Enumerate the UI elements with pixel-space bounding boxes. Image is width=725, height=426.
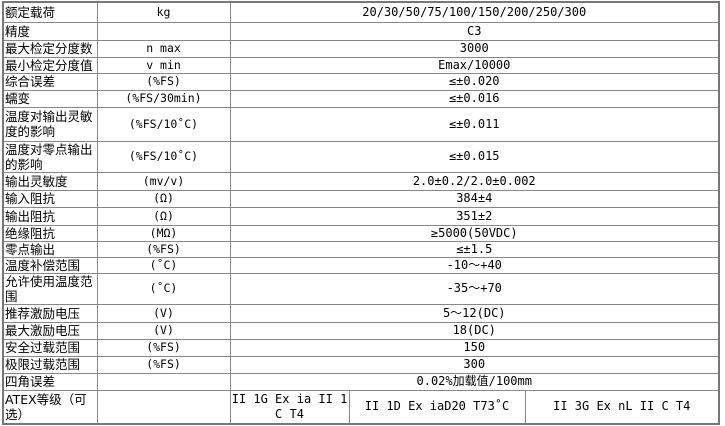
- spec-row: 最大检定分度数 n max 3000: [2, 39, 720, 58]
- spec-name: 推荐激励电压: [2, 303, 98, 323]
- spec-value: 18(DC): [229, 321, 720, 340]
- spec-unit: (Ω): [96, 189, 231, 208]
- spec-value: 3000: [229, 39, 720, 58]
- spec-row: 零点输出 (%FS) ≤±1.5: [2, 240, 720, 258]
- spec-row: 推荐激励电压 (V) 5～12(DC): [2, 303, 720, 323]
- spec-row: 输入阻抗 (Ω) 384±4: [2, 189, 720, 208]
- spec-name: 最大激励电压: [2, 321, 98, 340]
- spec-name: 零点输出: [2, 240, 98, 258]
- spec-unit: (Ω): [96, 206, 231, 226]
- spec-row: 极限过载范围 (%FS) 300: [2, 355, 720, 374]
- spec-row: 最小检定分度值 v min Emax/10000: [2, 56, 720, 74]
- spec-row: 温度补偿范围 (˚C) -10～+40: [2, 256, 720, 274]
- spec-value: 351±2: [229, 206, 720, 226]
- spec-row: 输出阻抗 (Ω) 351±2: [2, 206, 720, 226]
- spec-name: 安全过载范围: [2, 338, 98, 357]
- spec-name: 蠕变: [2, 89, 98, 108]
- spec-name: 最小检定分度值: [2, 56, 98, 74]
- spec-value: ≤±0.011: [229, 106, 720, 142]
- spec-value: 20/30/50/75/100/150/200/250/300: [229, 1, 720, 23]
- spec-name: ATEX等级（可选）: [2, 389, 98, 425]
- spec-value: 384±4: [229, 189, 720, 208]
- spec-value: 2.0±0.2/2.0±0.002: [229, 171, 720, 191]
- spec-value: C3: [229, 21, 720, 41]
- spec-value: ≤±0.020: [229, 72, 720, 91]
- spec-name: 综合误差: [2, 72, 98, 91]
- spec-unit: (%FS/30min): [96, 89, 231, 108]
- spec-value: Emax/10000: [229, 56, 720, 74]
- spec-name: 绝缘阻抗: [2, 224, 98, 242]
- spec-unit: (MΩ): [96, 224, 231, 242]
- spec-unit: (%FS): [96, 240, 231, 258]
- spec-unit: (˚C): [96, 256, 231, 274]
- spec-name: 温度补偿范围: [2, 256, 98, 274]
- spec-row: 额定载荷 kg 20/30/50/75/100/150/200/250/300: [2, 1, 720, 23]
- atex-option: II 1G Ex ia II 1 C T4: [229, 389, 350, 425]
- spec-unit: n max: [96, 39, 231, 58]
- spec-row: 温度对输出灵敏度的影响 (%FS/10˚C) ≤±0.011: [2, 106, 720, 142]
- spec-unit: (%FS): [96, 355, 231, 374]
- atex-row: ATEX等级（可选） II 1G Ex ia II 1 C T4 II 1D Ex …: [2, 389, 720, 425]
- spec-unit: (%FS): [96, 72, 231, 91]
- spec-unit: (%FS/10˚C): [96, 140, 231, 173]
- spec-value: ≤±0.016: [229, 89, 720, 108]
- spec-row: 综合误差 (%FS) ≤±0.020: [2, 72, 720, 91]
- spec-unit: kg: [96, 1, 231, 23]
- spec-unit: (V): [96, 303, 231, 323]
- spec-name: 四角误差: [2, 372, 98, 391]
- spec-unit: v min: [96, 56, 231, 74]
- spec-value: ≥5000(50VDC): [229, 224, 720, 242]
- spec-unit: (%FS): [96, 338, 231, 357]
- spec-row: 蠕变 (%FS/30min) ≤±0.016: [2, 89, 720, 108]
- spec-name: 允许使用温度范围: [2, 272, 98, 305]
- spec-value: -35～+70: [229, 272, 720, 305]
- spec-unit: (%FS/10˚C): [96, 106, 231, 142]
- spec-name: 极限过载范围: [2, 355, 98, 374]
- spec-unit: [96, 372, 231, 391]
- spec-row: 输出灵敏度 (mv/v) 2.0±0.2/2.0±0.002: [2, 171, 720, 191]
- spec-name: 输入阻抗: [2, 189, 98, 208]
- spec-name: 输出灵敏度: [2, 171, 98, 191]
- spec-value: ≤±1.5: [229, 240, 720, 258]
- spec-name: 精度: [2, 21, 98, 41]
- spec-name: 最大检定分度数: [2, 39, 98, 58]
- spec-row: 允许使用温度范围 (˚C) -35～+70: [2, 272, 720, 305]
- spec-row: 温度对零点输出的影响 (%FS/10˚C) ≤±0.015: [2, 140, 720, 173]
- spec-row: 绝缘阻抗 (MΩ) ≥5000(50VDC): [2, 224, 720, 242]
- spec-row: 精度 C3: [2, 21, 720, 41]
- spec-value: 5～12(DC): [229, 303, 720, 323]
- spec-unit: (V): [96, 321, 231, 340]
- atex-option: II 3G Ex nL II C T4: [524, 389, 720, 425]
- spec-name: 输出阻抗: [2, 206, 98, 226]
- spec-row: 安全过载范围 (%FS) 150: [2, 338, 720, 357]
- spec-value: -10～+40: [229, 256, 720, 274]
- spec-unit: [96, 21, 231, 41]
- spec-name: 温度对零点输出的影响: [2, 140, 98, 173]
- spec-value: ≤±0.015: [229, 140, 720, 173]
- spec-name: 额定载荷: [2, 1, 98, 23]
- spec-unit: (˚C): [96, 272, 231, 305]
- spec-value: 300: [229, 355, 720, 374]
- atex-option: II 1D Ex iaD20 T73˚C: [348, 389, 526, 425]
- spec-name: 温度对输出灵敏度的影响: [2, 106, 98, 142]
- spec-value: 150: [229, 338, 720, 357]
- spec-unit: (mv/v): [96, 171, 231, 191]
- spec-unit: [96, 389, 231, 425]
- spec-value: 0.02%加载值/100mm: [229, 372, 720, 391]
- spec-row: 四角误差 0.02%加载值/100mm: [2, 372, 720, 391]
- spec-row: 最大激励电压 (V) 18(DC): [2, 321, 720, 340]
